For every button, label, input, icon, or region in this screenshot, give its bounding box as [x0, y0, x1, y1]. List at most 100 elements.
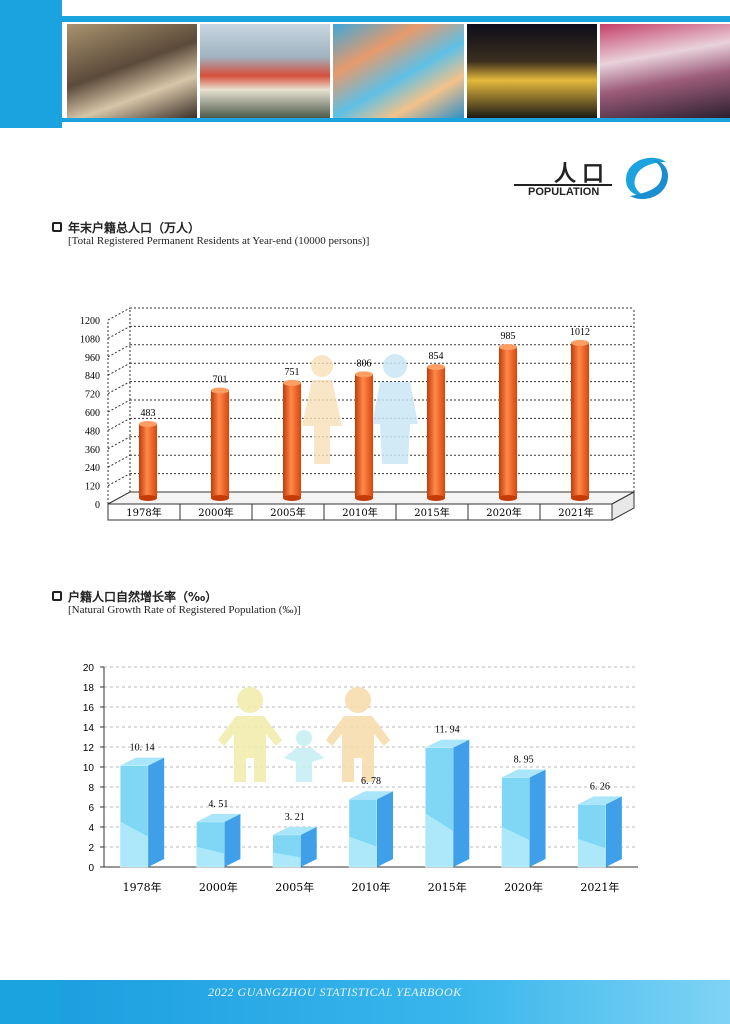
x-tick-label: 1978年 [123, 880, 162, 894]
bar-side [377, 791, 393, 867]
x-tick-label: 2015年 [428, 880, 467, 894]
x-tick-label: 1978年 [126, 506, 161, 519]
x-tick-label: 2020年 [486, 506, 521, 519]
x-tick-label: 2005年 [270, 506, 305, 519]
data-label: 483 [141, 408, 156, 419]
y-tick-label: 360 [85, 445, 100, 456]
corner-block [0, 0, 62, 128]
y-tick-label: 840 [85, 371, 100, 382]
section-divider [514, 184, 612, 186]
bar-top [211, 387, 229, 394]
category-strip-side [611, 491, 635, 521]
data-label: 701 [213, 375, 228, 386]
bar-base [283, 495, 301, 501]
bar-top [120, 757, 165, 766]
top-band [62, 16, 730, 22]
y-tick-label: 18 [83, 683, 95, 694]
header-photo-strip [67, 24, 730, 118]
data-label: 4. 51 [208, 799, 228, 810]
bar-highlight [501, 826, 530, 867]
y-tick-label: 240 [85, 463, 100, 474]
footer-text: 2022 GUANGZHOU STATISTICAL YEARBOOK [208, 985, 462, 999]
bar [571, 342, 589, 498]
x-tick-label: 2021年 [580, 880, 619, 894]
bus-photo [200, 24, 331, 118]
y-tick-label: 0 [88, 863, 94, 874]
shopping-street-photo [67, 24, 198, 118]
data-label: 8. 95 [514, 755, 534, 766]
x-tick-label: 2005年 [275, 880, 314, 894]
data-label: 11. 94 [435, 725, 460, 736]
bar-top [355, 371, 373, 378]
y-tick-label: 16 [83, 703, 95, 714]
x-tick-label: 2000年 [198, 506, 233, 519]
male-figure-body [372, 382, 418, 464]
x-tick-label: 2021年 [558, 506, 593, 519]
bar [499, 346, 517, 498]
y-tick-label: 960 [85, 353, 100, 364]
y-tick-label: 0 [95, 500, 100, 511]
bar-top [272, 826, 317, 835]
data-label: 1012 [570, 327, 590, 338]
section-title: 人口 [553, 161, 610, 187]
child-figure-body [284, 748, 324, 782]
y-tick-label: 8 [88, 783, 94, 794]
parent-figure-body [218, 716, 282, 782]
bar-top [196, 813, 241, 822]
grid-line-side [107, 307, 131, 321]
bar-base [427, 495, 445, 501]
data-label: 10. 14 [130, 743, 155, 754]
grid-line-side [107, 399, 131, 413]
bar-top [283, 379, 301, 386]
y-tick-label: 720 [85, 390, 100, 401]
data-label: 751 [285, 367, 300, 378]
bar-top [499, 343, 517, 350]
grid-line-side [107, 454, 131, 468]
grid-line-side [107, 417, 131, 431]
crowd-photo [599, 24, 730, 118]
bar-side [529, 769, 546, 867]
growth-rate-bar-chart: 0 2 4 6 8 10 12 14 16 18 20 10. 14 1978年 4. 51 2000年 3.… [83, 663, 638, 894]
bar-highlight [425, 813, 454, 867]
y-tick-label: 10 [83, 763, 95, 774]
bar-top [501, 769, 546, 778]
y-tick-label: 20 [83, 663, 95, 674]
bar-side [300, 826, 317, 867]
bar-top [577, 796, 622, 805]
chart1-title: 年末户籍总人口（万人） [68, 221, 201, 235]
child-figure-icon [296, 730, 312, 746]
parent-figure-icon [237, 687, 263, 713]
bar-top [349, 791, 393, 800]
bar [355, 374, 373, 498]
bar-highlight [349, 836, 377, 867]
grid-line-side [107, 436, 131, 450]
bar [139, 423, 157, 498]
bar-base [355, 495, 373, 501]
y-tick-label: 1200 [80, 316, 100, 327]
grid-line-side [107, 325, 131, 339]
grid-line-side [107, 362, 131, 376]
bar-highlight [272, 852, 301, 867]
bar-side [605, 796, 622, 867]
y-tick-label: 120 [85, 482, 100, 493]
bar [427, 367, 445, 498]
night-street-photo [466, 24, 597, 118]
bar-base [139, 495, 157, 501]
x-tick-label: 2010年 [342, 506, 377, 519]
y-tick-label: 12 [83, 743, 95, 754]
grid-line-side [107, 473, 131, 487]
bar-side [224, 813, 241, 867]
bar-top [571, 339, 589, 346]
bar-side [148, 757, 165, 867]
data-label: 854 [429, 351, 444, 362]
x-tick-label: 2010年 [352, 880, 391, 894]
bar [283, 382, 301, 498]
bar-base [499, 495, 517, 501]
female-figure-body [302, 380, 342, 464]
chart2-title: 户籍人口自然增长率（‰） [68, 590, 218, 604]
y-tick-label: 480 [85, 426, 100, 437]
chart1-bullet-icon [52, 222, 62, 232]
photo-underline [62, 118, 730, 122]
male-figure-icon [383, 354, 407, 378]
bar [211, 390, 229, 498]
